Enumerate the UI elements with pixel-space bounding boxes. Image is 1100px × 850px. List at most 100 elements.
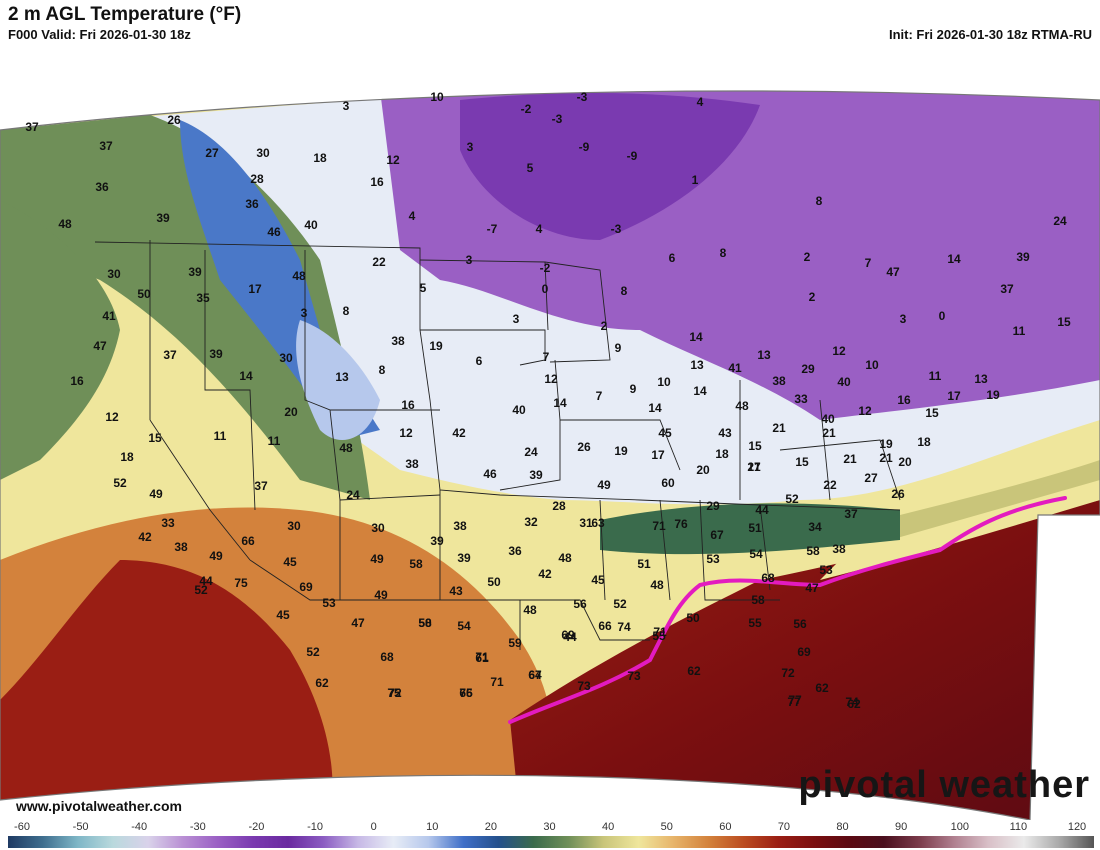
- temperature-label: 15: [148, 431, 162, 445]
- temperature-label: 49: [374, 588, 388, 602]
- temperature-label: 58: [418, 616, 432, 630]
- temperature-label: 49: [209, 549, 223, 563]
- temperature-label: 14: [239, 369, 253, 383]
- temperature-label: 62: [847, 697, 861, 711]
- temperature-label: 35: [196, 291, 210, 305]
- temperature-label: 28: [552, 499, 566, 513]
- temperature-label: 12: [399, 426, 413, 440]
- temperature-label: 52: [613, 597, 627, 611]
- temperature-label: 58: [751, 593, 765, 607]
- temperature-label: 45: [283, 555, 297, 569]
- temperature-label: 51: [637, 557, 651, 571]
- temperature-label: 30: [287, 519, 301, 533]
- temperature-label: 76: [674, 517, 688, 531]
- temperature-label: -7: [487, 222, 498, 236]
- temperature-label: 26: [577, 440, 591, 454]
- temperature-label: 21: [843, 452, 857, 466]
- temperature-label: 54: [457, 619, 471, 633]
- temperature-label: 15: [1057, 315, 1071, 329]
- colorbar-tick: 100: [950, 821, 969, 833]
- temperature-label: 4: [697, 95, 704, 109]
- temperature-label: 4: [409, 209, 416, 223]
- colorbar-ticks: -60 -50 -40 -30 -20 -10 0 10 20 30 40 50 60 70 80 90 100…: [0, 820, 1100, 834]
- temperature-label: 41: [102, 309, 116, 323]
- temperature-label: 3: [343, 99, 350, 113]
- temperature-label: 37: [844, 507, 858, 521]
- temperature-label: 37: [25, 120, 39, 134]
- temperature-label: 38: [832, 542, 846, 556]
- temperature-label: 28: [250, 172, 264, 186]
- temperature-label: 52: [113, 476, 127, 490]
- temperature-label: 14: [689, 330, 703, 344]
- temperature-label: 8: [720, 246, 727, 260]
- temperature-label: 40: [304, 218, 318, 232]
- init-time: Init: Fri 2026-01-30 18z RTMA-RU: [889, 27, 1092, 42]
- temperature-label: 3: [900, 312, 907, 326]
- temperature-label: 50: [137, 287, 151, 301]
- temperature-label: 45: [276, 608, 290, 622]
- temperature-label: 29: [801, 362, 815, 376]
- temperature-label: 10: [657, 375, 671, 389]
- temperature-label: 75: [234, 576, 248, 590]
- temperature-label: 36: [508, 544, 522, 558]
- temperature-label: 30: [256, 146, 270, 160]
- temperature-label: 47: [886, 265, 900, 279]
- temperature-label: 26: [891, 487, 905, 501]
- map-header: 2 m AGL Temperature (°F) F000 Valid: Fri…: [0, 0, 1100, 46]
- temperature-map[interactable]: 37 26 37 27 30 18 12 10 3 -2 -3 -3 4 36 28 16 3 -9 -9 39 36 4…: [0, 46, 1100, 820]
- cold-front-line: [508, 496, 1067, 724]
- temperature-label: 19: [614, 444, 628, 458]
- temperature-label: 12: [544, 372, 558, 386]
- temperature-label: 42: [452, 426, 466, 440]
- temperature-label: 21: [772, 421, 786, 435]
- temperature-label: 8: [379, 363, 386, 377]
- temperature-label: -3: [577, 90, 588, 104]
- colorbar-tick: 80: [836, 821, 849, 833]
- temperature-label: 11: [214, 429, 227, 443]
- temperature-label: 50: [686, 611, 700, 625]
- temperature-label: 18: [313, 151, 327, 165]
- temperature-label: 56: [793, 617, 807, 631]
- temperature-label: 73: [577, 679, 591, 693]
- temperature-label: 67: [528, 668, 542, 682]
- temperature-label: 42: [138, 530, 152, 544]
- temperature-label: 5: [527, 161, 534, 175]
- temperature-label: 12: [832, 344, 846, 358]
- temperature-label: 39: [156, 211, 170, 225]
- temperature-label: 20: [898, 455, 912, 469]
- temperature-label: 72: [781, 666, 795, 680]
- temperature-label: 13: [757, 348, 771, 362]
- colorbar-tick: 70: [777, 821, 791, 833]
- colorbar-tick: 20: [484, 821, 497, 833]
- temperature-label: 19: [986, 388, 1000, 402]
- temperature-label: 3: [301, 306, 308, 320]
- valid-time: F000 Valid: Fri 2026-01-30 18z: [8, 27, 191, 42]
- temperature-label: 71: [653, 625, 667, 639]
- colorbar-tick: 60: [719, 821, 732, 833]
- temperature-label: 7: [596, 389, 603, 403]
- map-title: 2 m AGL Temperature (°F): [8, 4, 242, 25]
- temperature-label: 73: [627, 669, 641, 683]
- temperature-label: 5: [420, 281, 427, 295]
- temperature-label: 15: [795, 455, 809, 469]
- temperature-label: 72: [388, 686, 402, 700]
- temperature-label: 56: [573, 597, 587, 611]
- temperature-label: 58: [409, 557, 423, 571]
- temperature-label: 55: [652, 629, 666, 643]
- temperature-label: 38: [391, 334, 405, 348]
- temperature-label: 65: [459, 686, 473, 700]
- temperature-label: 7: [865, 256, 872, 270]
- temperature-label: 12: [386, 153, 400, 167]
- temperature-label: 69: [299, 580, 313, 594]
- temperature-label: 21: [747, 460, 761, 474]
- temperature-label: 22: [823, 478, 837, 492]
- temperature-label: 22: [372, 255, 386, 269]
- site-url[interactable]: www.pivotalweather.com: [16, 798, 182, 814]
- temperature-label: 8: [816, 194, 823, 208]
- temperature-label: 71: [490, 675, 504, 689]
- temperature-label: 19: [429, 339, 443, 353]
- temperature-label: 0: [542, 282, 549, 296]
- colorbar-tick: 10: [426, 821, 439, 833]
- temperature-label: 50: [487, 575, 501, 589]
- temperature-label: 12: [105, 410, 119, 424]
